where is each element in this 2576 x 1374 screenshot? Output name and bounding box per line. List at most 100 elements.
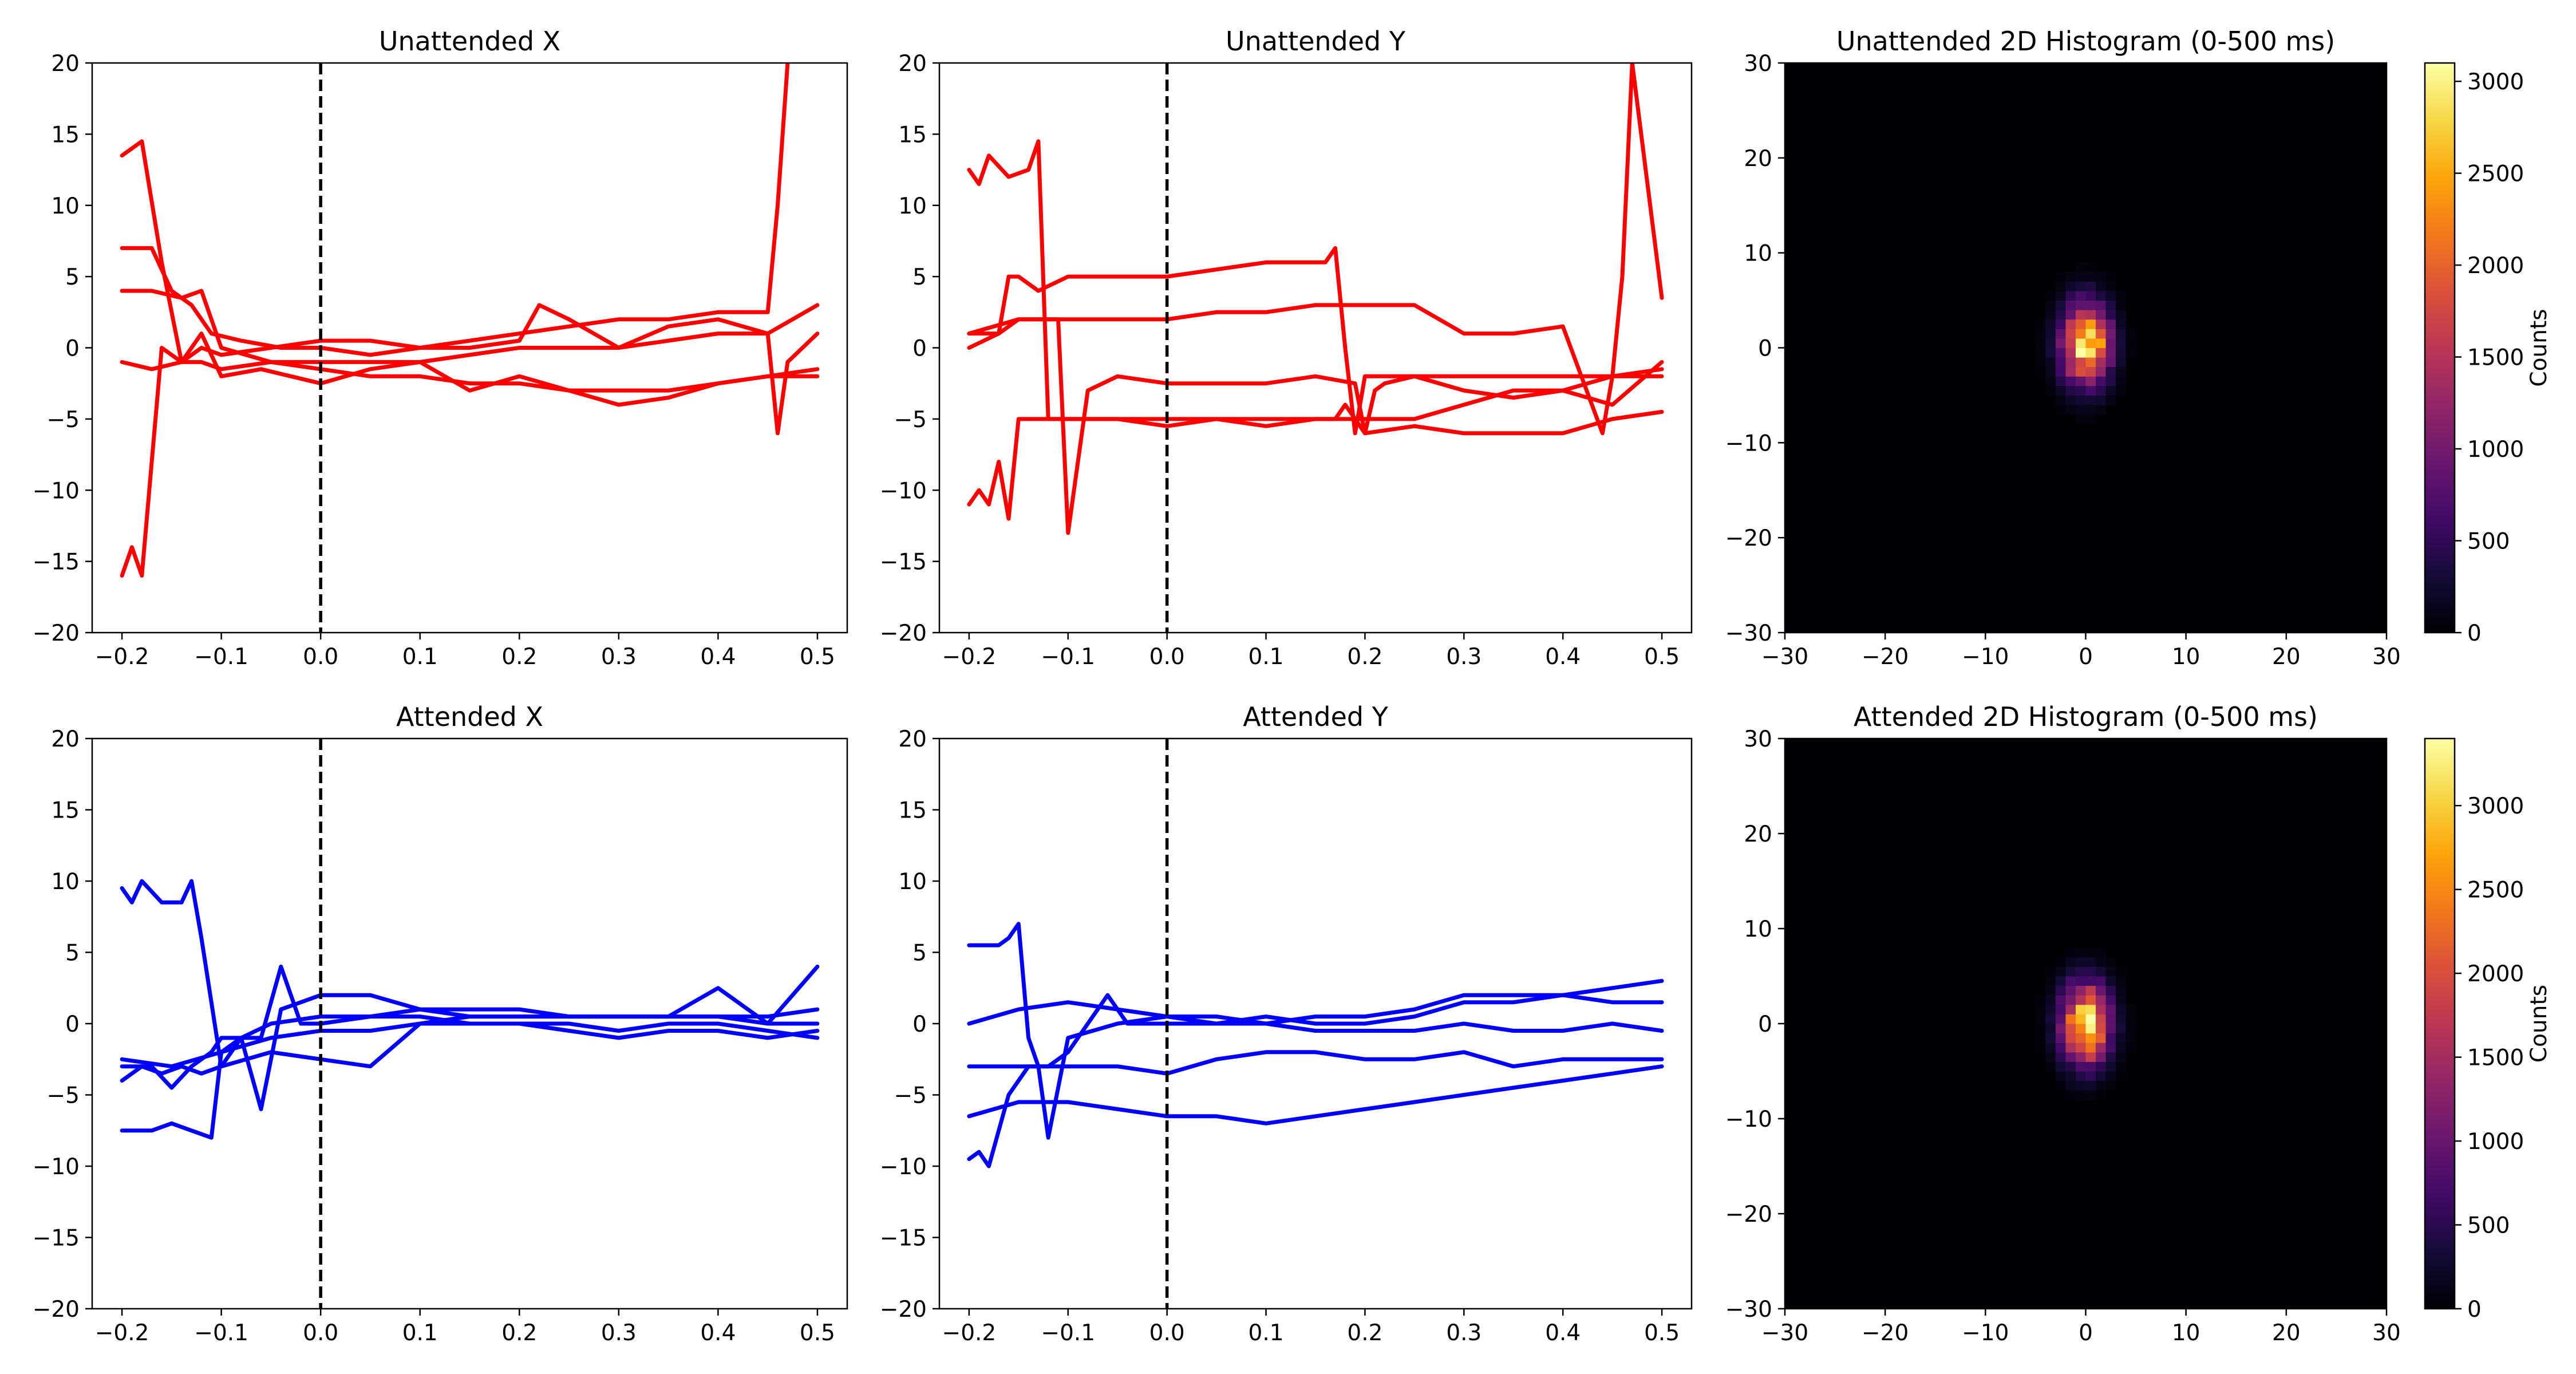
x-tick-label: 0	[2079, 1320, 2093, 1346]
heatmap-cell	[2105, 376, 2116, 386]
panel-4: −0.2 −0.1 0.0 0.1 0.2 0.3 0.4 0.5 −20 −15 −10 −5 0 5 1…	[33, 701, 848, 1346]
heatmap-cell	[2065, 385, 2076, 396]
heatmap-cell	[2065, 357, 2076, 368]
x-tick-label: 0.4	[700, 1320, 736, 1346]
heatmap-cell	[2075, 414, 2086, 424]
heatmap-cell	[2045, 1014, 2056, 1024]
heatmap-cell	[2055, 1071, 2066, 1081]
heatmap-cell	[2075, 366, 2086, 377]
heatmap-cell	[2096, 947, 2107, 958]
heatmap-cell	[2105, 966, 2116, 977]
heatmap-cell	[2065, 281, 2076, 291]
heatmap-cell	[2085, 1014, 2096, 1024]
heatmap-cell	[2035, 338, 2046, 348]
heatmap-cell	[2116, 1014, 2127, 1024]
heatmap-cell	[2075, 957, 2086, 967]
heatmap-cell	[2085, 966, 2096, 977]
heatmap-cell	[2096, 1090, 2107, 1100]
heatmap-cell	[2065, 329, 2076, 339]
y-tick-label: 0	[65, 336, 80, 362]
heatmap-cell	[2096, 329, 2107, 339]
series-line-4	[967, 1050, 1664, 1076]
heatmap-cell	[2065, 1043, 2076, 1053]
heatmap-cell	[2085, 291, 2096, 301]
panel-title: Attended Y	[1243, 701, 1389, 732]
heatmap-cell	[2075, 1033, 2086, 1043]
y-tick-label: 15	[51, 798, 80, 824]
heatmap-cell	[2105, 310, 2116, 320]
heatmap-cell	[2085, 329, 2096, 339]
y-tick-label: 20	[51, 727, 80, 752]
x-tick-label: 0.4	[700, 644, 736, 670]
heatmap-cell	[2075, 300, 2086, 310]
y-tick-label: 0	[1758, 1012, 1772, 1037]
x-tick-label: 0.5	[800, 1320, 835, 1346]
heatmap-cell	[2035, 1024, 2046, 1034]
heatmap-cell	[2055, 1052, 2066, 1062]
series-line-1	[120, 139, 820, 393]
y-tick-label: −5	[894, 1083, 927, 1109]
heatmap-cell	[2116, 1043, 2127, 1053]
colorbar-tick-label: 500	[2467, 1213, 2510, 1239]
heatmap-cell	[2045, 366, 2056, 377]
heatmap-cell	[2085, 957, 2096, 967]
y-tick-label: −10	[880, 1154, 927, 1180]
x-tick-label: −0.2	[942, 1320, 997, 1346]
y-tick-label: −15	[33, 550, 80, 575]
heatmap-cell	[2075, 348, 2086, 358]
colorbar-tick-label: 3000	[2467, 69, 2524, 95]
series-line-2	[967, 246, 1664, 436]
heatmap-cell	[2085, 262, 2096, 273]
colorbar-tick-label: 1000	[2467, 437, 2524, 463]
heatmap-cell	[2116, 995, 2127, 1005]
heatmap-cell	[2065, 985, 2076, 996]
heatmap-cell	[2096, 310, 2107, 320]
heatmap-cell	[2085, 947, 2096, 958]
heatmap-cell	[2065, 957, 2076, 967]
x-tick-label: −0.1	[1041, 1320, 1095, 1346]
heatmap-cell	[2075, 395, 2086, 405]
heatmap-cell	[2055, 1061, 2066, 1072]
heatmap-cell	[2045, 966, 2056, 977]
heatmap-cell	[2105, 985, 2116, 996]
heatmap-cell	[2045, 329, 2056, 339]
heatmap-cell	[2085, 300, 2096, 310]
heatmap-cell	[2055, 1043, 2066, 1053]
heatmap-cell	[2105, 1014, 2116, 1024]
y-tick-label: −10	[1725, 431, 1772, 456]
heatmap-cell	[2055, 385, 2066, 396]
series-group	[967, 63, 1664, 535]
heatmap-cell	[2055, 300, 2066, 310]
heatmap-cell	[2105, 300, 2116, 310]
heatmap-cell	[2075, 1024, 2086, 1034]
heatmap-cell	[2065, 1071, 2076, 1081]
series-line-4	[120, 331, 820, 436]
heatmap-cell	[2055, 1080, 2066, 1091]
heatmap-cell	[2075, 1071, 2086, 1081]
heatmap-cell	[2085, 338, 2096, 348]
y-tick-label: 30	[1744, 51, 1772, 77]
x-tick-label: 0.0	[1149, 1320, 1185, 1346]
heatmap-cell	[2116, 1052, 2127, 1062]
heatmap-cell	[2065, 319, 2076, 329]
panel-5: −0.2 −0.1 0.0 0.1 0.2 0.3 0.4 0.5 −20 −15 −10 −5 0 5 1…	[880, 701, 1693, 1346]
heatmap-cell	[2075, 1061, 2086, 1072]
heatmap-cell	[2096, 1043, 2107, 1053]
heatmap-cell	[2096, 385, 2107, 396]
heatmap-cell	[2065, 310, 2076, 320]
heatmap-cell	[2045, 1043, 2056, 1053]
heatmap-cell	[2045, 995, 2056, 1005]
x-tick-label: 30	[2372, 644, 2401, 670]
x-tick-label: 20	[2272, 1320, 2301, 1346]
heatmap-cell	[2065, 376, 2076, 386]
y-tick-label: −10	[33, 1154, 80, 1180]
heatmap-cell	[2105, 1071, 2116, 1081]
heatmap-cell	[2055, 329, 2066, 339]
heatmap-cell	[2116, 338, 2127, 348]
colorbar-tick-label: 2000	[2467, 961, 2524, 987]
heatmap-cell	[2105, 395, 2116, 405]
y-tick-label: 10	[898, 194, 927, 219]
heatmap-cell	[2045, 319, 2056, 329]
series-line-5	[120, 1021, 820, 1069]
y-tick-label: 15	[51, 122, 80, 148]
